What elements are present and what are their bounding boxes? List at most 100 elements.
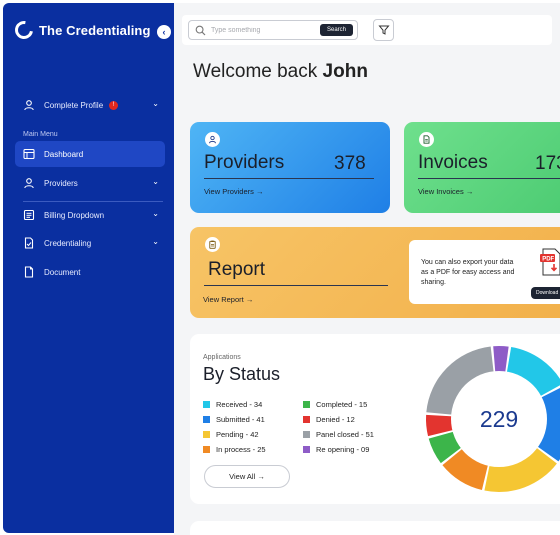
invoices-title: Invoices [418, 152, 488, 173]
arrow-right-icon: → [255, 187, 264, 196]
report-divider [204, 285, 388, 286]
legend-label: Re opening - 09 [316, 445, 370, 454]
donut-slice-pending[interactable] [484, 447, 557, 492]
invoices-card[interactable]: Invoices 173 View Invoices → [404, 122, 560, 213]
providers-divider [204, 178, 374, 179]
welcome-heading: Welcome back John [193, 61, 368, 83]
view-report-label: View Report [203, 295, 244, 304]
legend-swatch [303, 431, 310, 438]
complete-profile-label: Complete Profile [44, 100, 104, 110]
profile-alert-badge: ! [109, 100, 119, 110]
legend-swatch [203, 416, 210, 423]
billing-icon [23, 209, 35, 221]
providers-card[interactable]: Providers 378 View Providers → [190, 122, 390, 213]
view-providers-link[interactable]: View Providers → [204, 187, 263, 196]
chevron-down-icon: ⌄ [152, 237, 159, 246]
view-invoices-label: View Invoices [418, 187, 464, 196]
chevron-down-icon: ⌄ [152, 99, 159, 108]
pdf-file-icon: PDF [540, 248, 560, 276]
sidebar-item-label: Credentialing [44, 238, 92, 248]
legend-label: Denied - 12 [316, 415, 355, 424]
status-title: By Status [203, 364, 281, 384]
donut-slice-received[interactable] [506, 347, 560, 397]
view-all-label: View All [229, 472, 256, 481]
view-invoices-link[interactable]: View Invoices → [418, 187, 473, 196]
legend-swatch [303, 446, 310, 453]
brand[interactable]: The Credentialing [11, 17, 151, 43]
file-icon [23, 266, 35, 278]
view-report-link[interactable]: View Report → [203, 295, 253, 304]
legend-item: Submitted - 41 [203, 412, 266, 427]
legend-swatch [303, 416, 310, 423]
legend-label: Submitted - 41 [216, 415, 265, 424]
legend-item: Completed - 15 [303, 397, 374, 412]
invoices-count: 173 [535, 153, 560, 174]
brand-logo-icon [11, 17, 37, 43]
user-icon [23, 99, 35, 111]
status-legend-right: Completed - 15 Denied - 12 Panel closed … [303, 397, 374, 457]
sidebar-item-label: Document [44, 267, 81, 277]
donut-slice-denied[interactable] [426, 414, 455, 437]
status-donut-chart: 229 [426, 346, 560, 492]
view-providers-label: View Providers [204, 187, 254, 196]
invoices-divider [418, 178, 560, 179]
donut-slice-in-process[interactable] [442, 448, 489, 490]
sidebar-item-dashboard[interactable]: Dashboard [15, 141, 165, 167]
donut-slice-panel-closed[interactable] [426, 346, 494, 415]
chevron-down-icon: ⌄ [152, 177, 159, 186]
main-menu-label: Main Menu [23, 131, 58, 138]
arrow-right-icon: → [257, 472, 265, 481]
legend-label: Received - 34 [216, 400, 263, 409]
report-icon [205, 237, 220, 252]
pdf-label: PDF [542, 256, 554, 262]
user-icon [23, 177, 35, 189]
filter-button[interactable] [373, 19, 394, 41]
legend-item: Pending - 42 [203, 427, 266, 442]
legend-label: Completed - 15 [316, 400, 368, 409]
invoices-icon [419, 132, 434, 147]
sidebar: The Credentialing ‹ Complete Profile ! ⌄… [3, 3, 174, 533]
legend-swatch [303, 401, 310, 408]
status-card: Applications By Status Received - 34 Sub… [190, 334, 560, 504]
donut-total: 229 [480, 406, 518, 432]
legend-swatch [203, 431, 210, 438]
donut-center [451, 371, 547, 467]
legend-item: Panel closed - 51 [303, 427, 374, 442]
legend-label: Pending - 42 [216, 430, 259, 439]
providers-count: 378 [334, 153, 366, 174]
sidebar-item-document[interactable]: Document [15, 259, 165, 285]
export-description: You can also export your data as a PDF f… [421, 259, 515, 286]
legend-swatch [203, 401, 210, 408]
brand-name: The Credentialing [39, 22, 151, 38]
report-card[interactable]: Report View Report → You can also export… [190, 227, 560, 318]
collapse-sidebar-button[interactable]: ‹ [157, 25, 171, 39]
welcome-prefix: Welcome back [193, 61, 318, 82]
providers-icon [205, 132, 220, 147]
legend-item: In process - 25 [203, 442, 266, 457]
document-check-icon [23, 237, 35, 249]
filter-icon [377, 25, 390, 35]
report-title: Report [208, 259, 266, 280]
sidebar-item-credentialing[interactable]: Credentialing ⌄ [15, 230, 165, 256]
search-input[interactable] [211, 24, 311, 37]
complete-profile-item[interactable]: Complete Profile ! ⌄ [15, 92, 165, 118]
donut-slice-completed[interactable] [428, 431, 463, 464]
bottom-card [190, 521, 560, 535]
legend-item: Denied - 12 [303, 412, 374, 427]
welcome-user-name: John [322, 61, 368, 82]
sidebar-item-label: Providers [44, 178, 78, 188]
sidebar-item-label: Dashboard [44, 149, 84, 159]
sidebar-item-billing[interactable]: Billing Dropdown ⌄ [15, 202, 165, 228]
sidebar-item-providers[interactable]: Providers ⌄ [15, 170, 165, 196]
legend-item: Re opening - 09 [303, 442, 374, 457]
download-button[interactable]: Download [531, 287, 560, 299]
providers-title: Providers [204, 152, 285, 173]
search-button[interactable]: Search [319, 24, 353, 36]
view-all-button[interactable]: View All → [204, 465, 290, 488]
legend-label: In process - 25 [216, 445, 266, 454]
legend-label: Panel closed - 51 [316, 430, 374, 439]
sidebar-divider [23, 201, 163, 202]
donut-slice-re-opening[interactable] [493, 346, 509, 374]
sidebar-item-label: Billing Dropdown [44, 210, 105, 220]
donut-slice-submitted[interactable] [536, 386, 560, 462]
